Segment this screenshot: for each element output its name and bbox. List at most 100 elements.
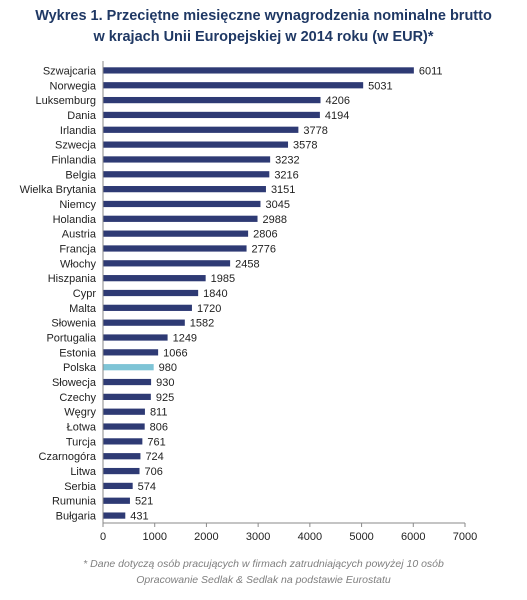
x-tick-label: 7000 xyxy=(453,531,477,543)
x-tick-label: 1000 xyxy=(142,531,166,543)
category-label: Wielka Brytania xyxy=(20,184,97,196)
bar xyxy=(103,408,145,415)
bar xyxy=(103,126,299,133)
value-label: 980 xyxy=(159,362,177,374)
category-label: Polska xyxy=(63,362,97,374)
bar xyxy=(103,512,126,519)
value-label: 6011 xyxy=(419,65,443,77)
bar xyxy=(103,82,364,89)
bar xyxy=(103,245,247,252)
bar xyxy=(103,304,192,311)
x-tick-label: 5000 xyxy=(349,531,373,543)
value-label: 1985 xyxy=(211,273,235,285)
value-label: 1582 xyxy=(190,318,214,330)
bar xyxy=(103,289,199,297)
bar-chart: Szwajcaria Norwegia Luksemburg Dania Irlandi… xyxy=(20,61,477,543)
bar xyxy=(103,438,143,445)
bar xyxy=(103,378,152,386)
category-label: Węgry xyxy=(64,407,96,419)
value-label: 3045 xyxy=(265,199,289,211)
x-tick-label: 0 xyxy=(100,531,106,543)
bar xyxy=(103,467,140,475)
category-label: Serbia xyxy=(64,481,97,493)
value-label: 930 xyxy=(156,377,174,389)
bar xyxy=(103,96,321,104)
category-label: Belgia xyxy=(65,169,96,181)
bar xyxy=(103,497,130,504)
category-label: Turcja xyxy=(66,436,97,448)
footnote-note: * Dane dotyczą osób pracujących w firmac… xyxy=(83,558,444,570)
category-label: Czechy xyxy=(59,392,96,404)
bars xyxy=(103,67,414,519)
category-label: Austria xyxy=(62,229,97,241)
bar xyxy=(103,171,270,178)
value-label: 925 xyxy=(156,392,174,404)
category-label: Finlandia xyxy=(51,154,97,166)
category-label: Słowenia xyxy=(51,318,97,330)
category-label: Litwa xyxy=(70,466,97,478)
chart-title-block: Wykres 1. Przeciętne miesięczne wynagrod… xyxy=(0,6,527,48)
bar xyxy=(103,393,151,400)
chart-subtitle: w krajach Unii Europejskiej w 2014 roku … xyxy=(93,29,434,45)
x-tick-label: 2000 xyxy=(194,531,218,543)
value-label: 2988 xyxy=(263,214,287,226)
value-label: 3216 xyxy=(274,169,298,181)
category-label: Rumunia xyxy=(52,496,97,508)
value-label: 706 xyxy=(145,466,163,478)
value-label: 2806 xyxy=(253,229,277,241)
chart-title: Wykres 1. Przeciętne miesięczne wynagrod… xyxy=(35,8,492,24)
value-label: 806 xyxy=(150,422,168,434)
x-tick-label: 3000 xyxy=(246,531,270,543)
bar xyxy=(103,482,133,490)
category-label: Dania xyxy=(67,110,97,122)
bar xyxy=(103,200,261,208)
bar xyxy=(103,453,141,460)
value-label: 4194 xyxy=(325,110,349,122)
value-label: 521 xyxy=(135,496,153,508)
x-axis: 0 1000 2000 3000 4000 5000 6000 7000 xyxy=(100,61,477,543)
bar xyxy=(103,364,154,371)
category-label: Norwegia xyxy=(50,80,97,92)
value-label: 3232 xyxy=(275,154,299,166)
category-label: Estonia xyxy=(59,347,97,359)
value-label: 3151 xyxy=(271,184,295,196)
bar xyxy=(103,319,185,326)
bar xyxy=(103,230,249,237)
bar xyxy=(103,275,206,282)
category-label: Czarnogóra xyxy=(39,451,97,463)
value-label: 3578 xyxy=(293,140,317,152)
value-label: 724 xyxy=(145,451,163,463)
x-tick-label: 4000 xyxy=(298,531,322,543)
value-label: 4206 xyxy=(326,95,350,107)
value-labels: 6011 5031 4206 4194 3778 3578 3232 3216 3151 3045… xyxy=(130,65,442,522)
value-label: 1840 xyxy=(203,288,227,300)
category-label: Irlandia xyxy=(60,125,97,137)
value-label: 5031 xyxy=(368,80,392,92)
footnotes: * Dane dotyczą osób pracujących w firmac… xyxy=(0,556,527,588)
category-label: Łotwa xyxy=(67,422,97,434)
category-label: Niemcy xyxy=(59,199,96,211)
value-label: 431 xyxy=(130,511,148,523)
category-label: Hiszpania xyxy=(48,273,97,285)
x-tick-label: 6000 xyxy=(401,531,425,543)
category-label: Bułgaria xyxy=(56,511,97,523)
value-label: 2776 xyxy=(252,243,276,255)
category-label: Słowecja xyxy=(52,377,97,389)
value-label: 3778 xyxy=(303,125,327,137)
category-label: Szwajcaria xyxy=(43,65,97,77)
value-label: 1720 xyxy=(197,303,221,315)
value-label: 811 xyxy=(150,407,168,419)
category-label: Cypr xyxy=(73,288,97,300)
bar xyxy=(103,186,266,193)
category-label: Holandia xyxy=(53,214,97,226)
value-label: 2458 xyxy=(235,258,259,270)
bar xyxy=(103,215,258,222)
bar xyxy=(103,260,231,267)
category-labels: Szwajcaria Norwegia Luksemburg Dania Irlandi… xyxy=(20,65,97,522)
value-label: 761 xyxy=(147,436,165,448)
value-label: 1249 xyxy=(173,333,197,345)
category-label: Portugalia xyxy=(46,333,96,345)
category-label: Malta xyxy=(69,303,97,315)
category-label: Włochy xyxy=(60,258,97,270)
category-label: Francja xyxy=(59,243,97,255)
